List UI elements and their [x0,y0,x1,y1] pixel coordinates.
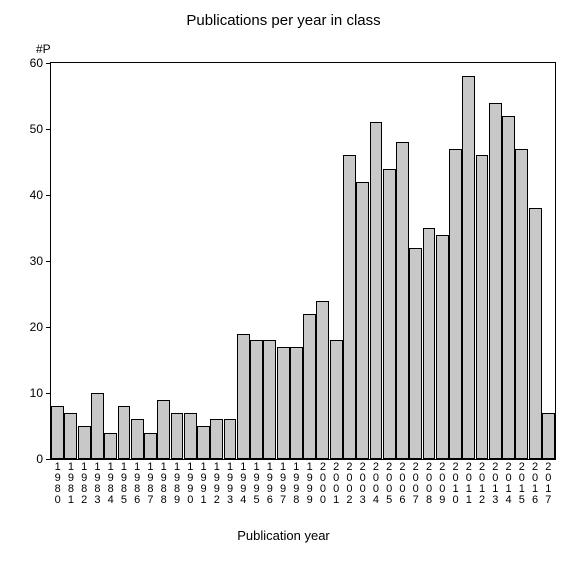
bar [171,413,184,459]
bar [423,228,436,459]
y-tick-label: 30 [30,254,43,268]
y-tick-label: 20 [30,320,43,334]
x-tick-label: 1983 [93,462,101,506]
x-tick-label: 2011 [465,462,473,506]
bar [529,208,542,459]
x-tick-label: 1985 [120,462,128,506]
bar [316,301,329,459]
x-tick-label: 1993 [226,462,234,506]
bar [91,393,104,459]
x-tick-label: 2009 [438,462,446,506]
x-tick-label: 2012 [478,462,486,506]
bar [330,340,343,459]
bar [303,314,316,459]
x-tick-label: 2013 [491,462,499,506]
y-tick [46,393,51,394]
x-tick-label: 2017 [544,462,552,506]
x-tick-label: 2001 [332,462,340,506]
bar [51,406,64,459]
bar [370,122,383,459]
bar [184,413,197,459]
bar [197,426,210,459]
bar [277,347,290,459]
bar [489,103,502,459]
bar [263,340,276,459]
y-tick-label: 0 [36,452,43,466]
x-tick-label: 1997 [279,462,287,506]
y-tick [46,129,51,130]
x-tick-label: 2010 [452,462,460,506]
bar [476,155,489,459]
bar [64,413,77,459]
x-tick-label: 2016 [531,462,539,506]
x-tick-label: 2000 [319,462,327,506]
publications-bar-chart: Publications per year in class #P 010203… [0,0,567,567]
x-tick-label: 2008 [425,462,433,506]
y-tick [46,459,51,460]
bar [118,406,131,459]
y-tick [46,195,51,196]
x-tick-label: 2003 [359,462,367,506]
plot-area: 0102030405060198019811982198319841985198… [50,62,556,460]
x-tick-label: 1986 [133,462,141,506]
bar [290,347,303,459]
bar [224,419,237,459]
bar [409,248,422,459]
bar [542,413,555,459]
bar [237,334,250,459]
bar [78,426,91,459]
y-tick-label: 10 [30,386,43,400]
bar [502,116,515,459]
x-tick-label: 2006 [398,462,406,506]
x-tick-label: 1980 [54,462,62,506]
x-tick-label: 1981 [67,462,75,506]
y-tick [46,63,51,64]
y-tick [46,327,51,328]
x-tick-label: 2015 [518,462,526,506]
x-tick-label: 2002 [345,462,353,506]
x-tick-label: 2014 [505,462,513,506]
y-tick-label: 50 [30,122,43,136]
y-tick-label: 60 [30,56,43,70]
x-tick-label: 1996 [266,462,274,506]
y-tick-label: 40 [30,188,43,202]
x-tick-label: 1998 [292,462,300,506]
x-tick-label: 2005 [385,462,393,506]
bar [104,433,117,459]
x-tick-label: 1987 [146,462,154,506]
bar [383,169,396,459]
x-tick-label: 1994 [239,462,247,506]
bar [343,155,356,459]
x-tick-label: 1990 [186,462,194,506]
x-tick-label: 1984 [107,462,115,506]
x-tick-label: 1988 [160,462,168,506]
bar [157,400,170,459]
bar [449,149,462,459]
bar [131,419,144,459]
y-tick [46,261,51,262]
bar [462,76,475,459]
bar [515,149,528,459]
bar [250,340,263,459]
x-tick-label: 1995 [253,462,261,506]
x-tick-label: 1989 [173,462,181,506]
bar [210,419,223,459]
x-tick-label: 2004 [372,462,380,506]
x-tick-label: 1991 [200,462,208,506]
chart-title: Publications per year in class [0,12,567,29]
x-tick-label: 2007 [412,462,420,506]
x-tick-label: 1999 [306,462,314,506]
bar [436,235,449,459]
y-axis-label: #P [36,42,51,56]
bar [356,182,369,459]
x-tick-label: 1982 [80,462,88,506]
bar [396,142,409,459]
x-axis-title: Publication year [0,528,567,543]
bar [144,433,157,459]
x-tick-label: 1992 [213,462,221,506]
